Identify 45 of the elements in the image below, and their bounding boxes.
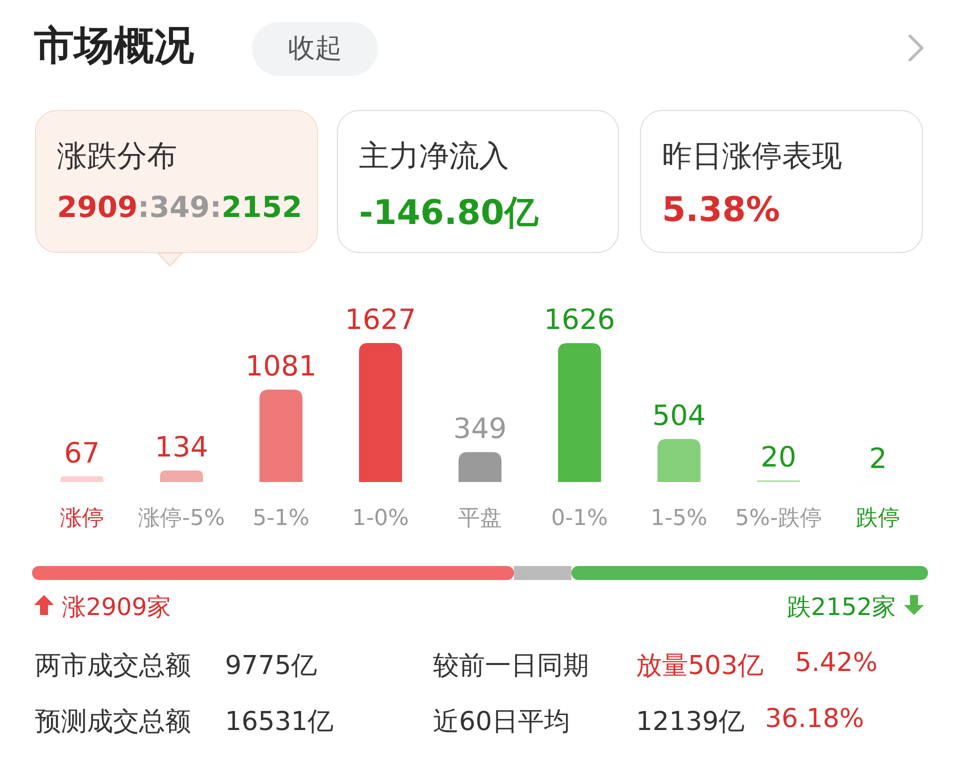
text: 近60日平均 xyxy=(433,706,570,739)
text: 较前一日同期 xyxy=(433,650,589,683)
data-label: 1081 xyxy=(245,350,317,383)
text: 36.18% xyxy=(765,704,864,734)
text: 主力净流入 xyxy=(359,138,509,176)
text: 市场概况 xyxy=(34,22,194,71)
text: 收起 xyxy=(252,22,378,76)
text: -146.80亿 xyxy=(359,192,538,235)
text: 跌2152家 xyxy=(786,592,896,623)
bar xyxy=(658,438,700,482)
text: 昨日涨停表现 xyxy=(662,138,842,176)
bar xyxy=(558,343,601,482)
text: 涨2909家 xyxy=(62,592,172,623)
x-tick-label: 涨停-5% xyxy=(138,506,225,531)
data-label: 504 xyxy=(652,398,706,432)
x-tick-label: 5%-跌停 xyxy=(735,506,822,531)
x-tick-label: 1-0% xyxy=(352,506,409,531)
data-label: 20 xyxy=(760,440,796,474)
x-tick-label: 平盘 xyxy=(458,506,502,531)
text: 12139亿 xyxy=(636,706,745,739)
data-label: 349 xyxy=(453,412,507,446)
x-tick-label: 1-5% xyxy=(650,506,708,531)
text: 预测成交总额 xyxy=(35,706,191,739)
bar xyxy=(60,476,104,482)
bar xyxy=(458,452,502,482)
text: 5.42% xyxy=(795,648,878,678)
text: 2909:349:2152 xyxy=(57,190,302,224)
data-label: 134 xyxy=(154,430,208,464)
x-tick-label: 5-1% xyxy=(252,506,310,531)
x-tick-label: 跌停 xyxy=(856,506,900,531)
x-tick-label: 0-1% xyxy=(551,506,608,531)
text: 两市成交总额 xyxy=(35,650,191,683)
text: 放量503亿 xyxy=(636,650,764,683)
text: 涨跌分布 xyxy=(57,138,177,176)
bar xyxy=(160,470,203,482)
data-label: 1627 xyxy=(344,303,416,336)
x-tick-label: 涨停 xyxy=(60,506,104,531)
text: 16531亿 xyxy=(225,706,334,739)
bar xyxy=(359,343,402,482)
bar xyxy=(260,390,302,482)
data-label: 67 xyxy=(64,436,100,470)
text: 5.38% xyxy=(662,190,780,230)
data-label: 2 xyxy=(869,442,887,475)
data-label: 1626 xyxy=(544,303,616,336)
text: 9775亿 xyxy=(225,650,318,683)
